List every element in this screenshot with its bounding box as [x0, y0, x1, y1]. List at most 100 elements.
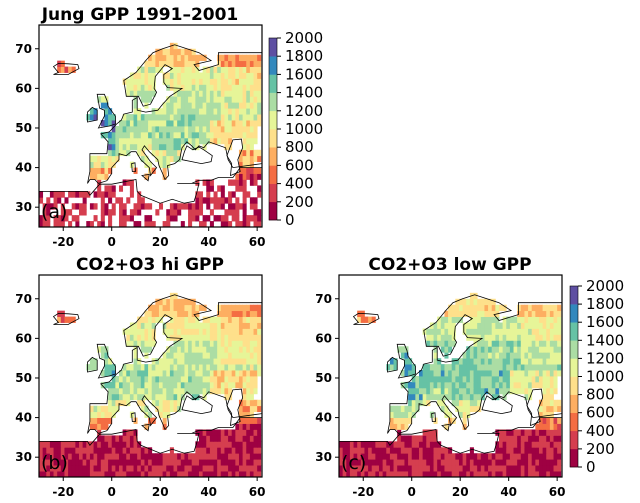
gpp-cell [477, 405, 482, 413]
gpp-cell [466, 322, 471, 329]
gpp-cell [451, 459, 456, 466]
gpp-cell [177, 471, 182, 477]
gpp-cell [498, 334, 504, 341]
gpp-cell [184, 304, 189, 312]
gpp-cell [448, 328, 453, 335]
gpp-cell [213, 376, 218, 383]
gpp-cell [538, 399, 544, 407]
gpp-cell [158, 471, 164, 477]
gpp-cell [242, 78, 247, 85]
gpp-cell [506, 435, 511, 442]
gpp-cell [397, 459, 402, 466]
gpp-cell [100, 423, 105, 430]
gpp-cell [177, 387, 182, 395]
gpp-cell [422, 328, 427, 335]
gpp-cell [137, 316, 142, 323]
gpp-cell [360, 316, 365, 323]
gpp-cell [151, 334, 156, 341]
gpp-cell [133, 387, 138, 395]
gpp-cell [495, 441, 500, 448]
gpp-cell [177, 358, 182, 365]
gpp-cell [220, 197, 225, 204]
gpp-cell [524, 304, 529, 312]
gpp-cell [466, 346, 471, 353]
gpp-cell [209, 370, 214, 377]
gpp-cell [404, 459, 409, 466]
gpp-cell [39, 459, 44, 466]
gpp-cell [246, 96, 251, 103]
colorbar-tick-label: 0 [285, 211, 295, 229]
gpp-cell [458, 453, 464, 460]
gpp-cell [426, 447, 431, 454]
gpp-cell [104, 131, 109, 139]
gpp-cell [162, 465, 167, 472]
gpp-cell [148, 137, 153, 145]
gpp-cell [246, 137, 251, 145]
gpp-cell [57, 66, 62, 73]
gpp-cell [231, 352, 236, 359]
colorbar-tick-label: 1600 [586, 313, 624, 331]
gpp-cell [253, 423, 258, 430]
gpp-cell [188, 328, 193, 335]
gpp-cell [169, 54, 174, 62]
gpp-cell [209, 429, 214, 436]
gpp-cell [169, 370, 174, 377]
gpp-cell [220, 84, 225, 91]
gpp-cell [246, 447, 251, 454]
gpp-cell [158, 131, 164, 139]
gpp-cell [118, 447, 124, 454]
gpp-cell [235, 381, 240, 389]
gpp-cell [148, 221, 153, 227]
gpp-cell [342, 441, 347, 448]
gpp-cell [535, 381, 540, 389]
gpp-cell [191, 78, 196, 85]
gpp-cell [180, 328, 185, 335]
y-tick-label: 30 [15, 450, 32, 464]
gpp-cell [137, 114, 142, 121]
gpp-cell [397, 435, 402, 442]
gpp-cell [448, 316, 453, 323]
gpp-cell [173, 137, 178, 145]
gpp-cell [528, 310, 533, 317]
gpp-cell [191, 376, 196, 383]
gpp-cell [144, 316, 149, 323]
gpp-cell [137, 459, 142, 466]
gpp-cell [253, 108, 258, 115]
gpp-cell [433, 387, 438, 395]
gpp-cell [220, 54, 225, 62]
gpp-cell [246, 167, 251, 174]
gpp-cell [173, 90, 178, 97]
gpp-cell [353, 447, 358, 454]
gpp-cell [357, 453, 362, 460]
gpp-cell [498, 304, 504, 312]
gpp-cell [517, 358, 522, 365]
gpp-cell [498, 459, 504, 466]
gpp-cell [469, 352, 474, 359]
gpp-cell [133, 209, 138, 216]
gpp-cell [546, 435, 551, 442]
gpp-cell [440, 370, 445, 377]
gpp-cell [546, 393, 551, 401]
gpp-cell [133, 393, 138, 401]
gpp-cell [155, 459, 160, 466]
gpp-cell [89, 447, 94, 454]
gpp-cell [509, 316, 514, 323]
gpp-cell [144, 334, 149, 341]
gpp-cell [553, 417, 558, 424]
gpp-cell [538, 447, 544, 454]
colorbar-tick-label: 1800 [586, 295, 624, 313]
gpp-cell [195, 108, 200, 115]
gpp-cell [235, 334, 240, 341]
gpp-cell [220, 126, 225, 133]
gpp-cell [246, 393, 251, 401]
gpp-cell [549, 381, 554, 389]
gpp-cell [224, 137, 229, 145]
gpp-cell [108, 155, 113, 163]
gpp-cell [68, 316, 73, 323]
gpp-cell [169, 120, 174, 127]
gpp-cell [126, 126, 131, 133]
gpp-cell [213, 441, 218, 448]
gpp-cell [60, 441, 65, 448]
gpp-cell [462, 370, 467, 377]
